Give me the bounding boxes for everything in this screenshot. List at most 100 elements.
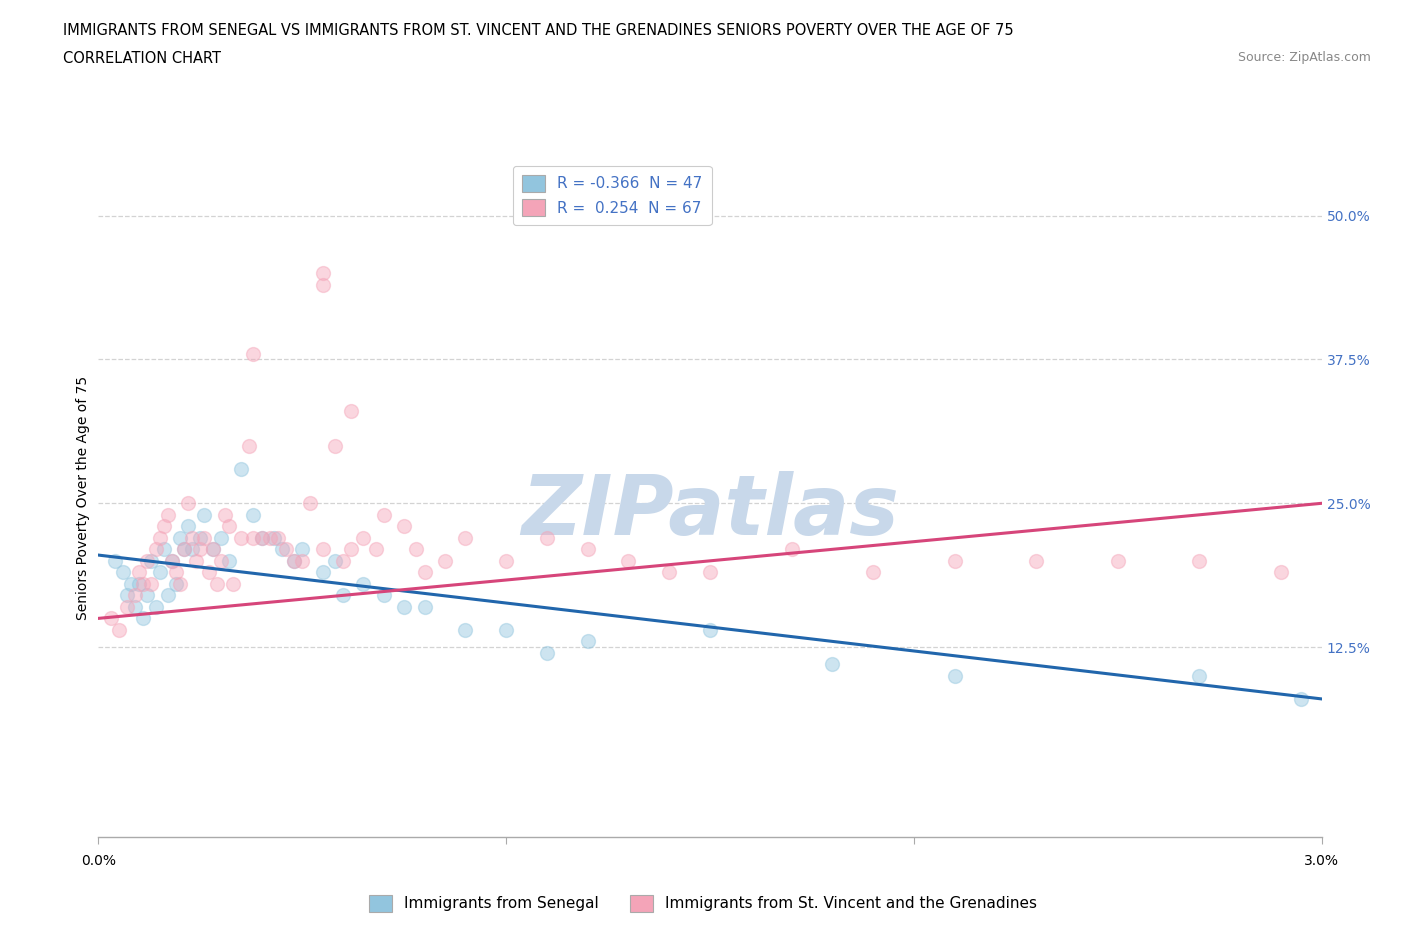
Point <box>160 553 183 568</box>
Point <box>1188 669 1211 684</box>
Legend: Immigrants from Senegal, Immigrants from St. Vincent and the Grenadines: Immigrants from Senegal, Immigrants from… <box>363 889 1043 918</box>
Point <box>263 530 285 545</box>
Point <box>495 553 517 568</box>
Point <box>108 622 131 637</box>
Point <box>242 346 264 361</box>
Point <box>188 542 212 557</box>
Text: IMMIGRANTS FROM SENEGAL VS IMMIGRANTS FROM ST. VINCENT AND THE GRENADINES SENIOR: IMMIGRANTS FROM SENEGAL VS IMMIGRANTS FR… <box>63 23 1014 38</box>
Point <box>323 553 346 568</box>
Point <box>332 553 354 568</box>
Point <box>433 553 456 568</box>
Point <box>136 553 159 568</box>
Point <box>405 542 427 557</box>
Point <box>165 565 187 579</box>
Point <box>201 542 224 557</box>
Point <box>283 553 305 568</box>
Point <box>862 565 884 579</box>
Point <box>177 519 200 534</box>
Point <box>413 565 436 579</box>
Point <box>145 542 167 557</box>
Point <box>132 577 155 591</box>
Point <box>352 530 374 545</box>
Point <box>250 530 273 545</box>
Point <box>238 438 260 453</box>
Point <box>536 530 558 545</box>
Point <box>821 657 844 671</box>
Point <box>188 530 212 545</box>
Point <box>1025 553 1047 568</box>
Point <box>128 577 150 591</box>
Point <box>340 542 363 557</box>
Point <box>124 588 146 603</box>
Point <box>145 600 167 615</box>
Point <box>132 611 155 626</box>
Point <box>115 588 138 603</box>
Point <box>173 542 195 557</box>
Point <box>214 508 236 523</box>
Point <box>218 553 240 568</box>
Text: 0.0%: 0.0% <box>82 855 115 869</box>
Point <box>699 565 721 579</box>
Point <box>364 542 387 557</box>
Legend: R = -0.366  N = 47, R =  0.254  N = 67: R = -0.366 N = 47, R = 0.254 N = 67 <box>513 166 711 225</box>
Point <box>100 611 122 626</box>
Point <box>1270 565 1292 579</box>
Point <box>943 669 966 684</box>
Point <box>149 530 172 545</box>
Point <box>209 553 232 568</box>
Point <box>576 542 599 557</box>
Point <box>274 542 297 557</box>
Point <box>299 496 322 511</box>
Point <box>156 508 179 523</box>
Point <box>250 530 273 545</box>
Point <box>943 553 966 568</box>
Point <box>115 600 138 615</box>
Point <box>218 519 240 534</box>
Point <box>576 634 599 649</box>
Point <box>165 577 187 591</box>
Point <box>1188 553 1211 568</box>
Point <box>259 530 281 545</box>
Point <box>536 645 558 660</box>
Point <box>267 530 290 545</box>
Point <box>160 553 183 568</box>
Point <box>323 438 346 453</box>
Point <box>141 553 163 568</box>
Point <box>209 530 232 545</box>
Point <box>152 542 174 557</box>
Point <box>169 530 191 545</box>
Point <box>156 588 179 603</box>
Point <box>311 277 335 292</box>
Point <box>177 496 200 511</box>
Point <box>104 553 127 568</box>
Point <box>291 542 314 557</box>
Point <box>229 530 253 545</box>
Point <box>283 553 305 568</box>
Y-axis label: Seniors Poverty Over the Age of 75: Seniors Poverty Over the Age of 75 <box>76 376 90 619</box>
Point <box>454 530 477 545</box>
Point <box>181 542 204 557</box>
Point <box>136 588 159 603</box>
Point <box>658 565 681 579</box>
Point <box>352 577 374 591</box>
Text: 3.0%: 3.0% <box>1305 855 1339 869</box>
Point <box>186 553 208 568</box>
Point <box>169 577 191 591</box>
Point <box>699 622 721 637</box>
Point <box>111 565 134 579</box>
Point <box>120 577 142 591</box>
Point <box>373 508 395 523</box>
Point <box>413 600 436 615</box>
Point <box>270 542 292 557</box>
Point <box>201 542 224 557</box>
Point <box>124 600 146 615</box>
Point <box>181 530 204 545</box>
Point <box>780 542 803 557</box>
Point <box>291 553 314 568</box>
Point <box>332 588 354 603</box>
Point <box>242 508 264 523</box>
Point <box>193 530 215 545</box>
Point <box>242 530 264 545</box>
Point <box>152 519 174 534</box>
Point <box>392 600 416 615</box>
